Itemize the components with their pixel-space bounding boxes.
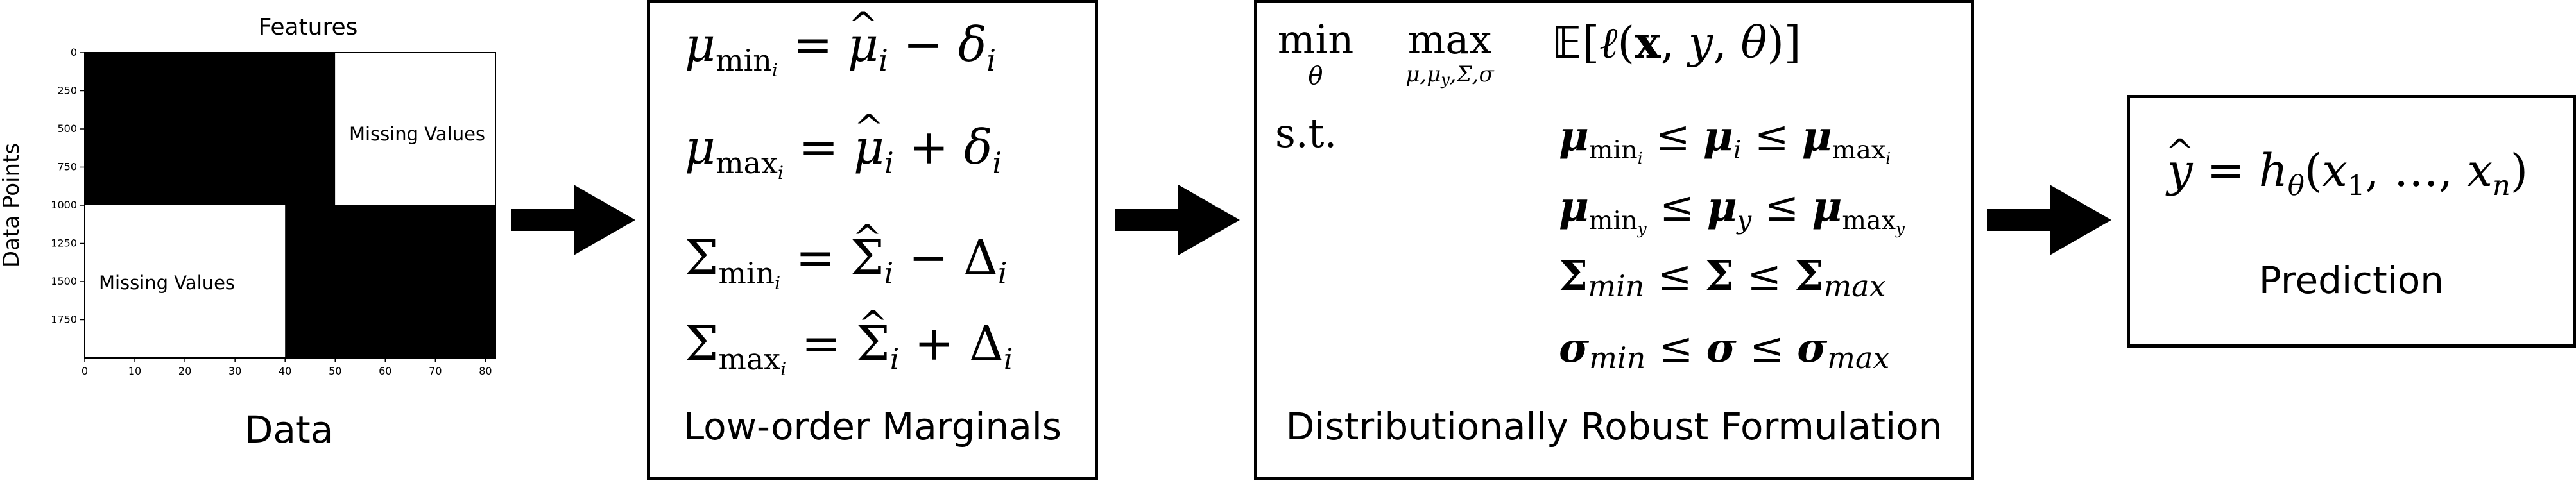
x-tick-label: 0 xyxy=(82,365,88,377)
prediction-box: y = hθ(x1, …, xn) Prediction xyxy=(2127,95,2576,348)
arrow-1 xyxy=(511,185,635,255)
heatmap-block-missing xyxy=(85,205,286,358)
data-panel: Features Data Points 0 10 20 30 40 50 60 70 80 0 2… xyxy=(0,0,513,481)
heatmap-chart: 0 10 20 30 40 50 60 70 80 0 250 500 750 1000 1250 1500 1… xyxy=(51,46,496,377)
y-tick-label: 750 xyxy=(57,161,77,173)
eq-mu-max: μmaxi = μi + δi xyxy=(685,124,1002,181)
x-tick-label: 70 xyxy=(429,365,442,377)
dro-max-operator: max μ,μy,Σ,σ xyxy=(1405,16,1494,89)
x-tick-label: 30 xyxy=(228,365,241,377)
caption-prediction: Prediction xyxy=(2258,258,2444,302)
heatmap-missing-label-bottom: Missing Values xyxy=(98,272,236,294)
caption-dro: Distributionally Robust Formulation xyxy=(1285,405,1943,448)
y-tick-label: 0 xyxy=(71,46,77,58)
caption-data: Data xyxy=(244,408,334,451)
x-tick-label: 50 xyxy=(329,365,341,377)
eq-sigma-min: Σmini = Σi − Δi xyxy=(685,234,1007,292)
dro-min-operator: min θ xyxy=(1277,16,1354,90)
heatmap-missing-label-top: Missing Values xyxy=(348,123,486,145)
heatmap-block-observed xyxy=(285,205,495,358)
y-tick-label: 1250 xyxy=(51,237,77,249)
y-tick-label: 1750 xyxy=(51,314,77,326)
arrow-2 xyxy=(1115,185,1240,255)
x-tick-label: 60 xyxy=(379,365,391,377)
y-tick-label: 1000 xyxy=(51,199,77,211)
x-tick-label: 80 xyxy=(479,365,492,377)
dro-constraint-mu-i: μmini ≤ μi ≤ μmaxi xyxy=(1559,112,1891,167)
eq-mu-min: μmini = μi − δi xyxy=(685,21,996,79)
arrow-3 xyxy=(1987,185,2111,255)
dro-constraint-sigma-cov: Σmin ≤ Σ ≤ Σmax xyxy=(1559,252,1886,304)
eq-sigma-max: Σmaxi = Σi + Δi xyxy=(685,320,1013,378)
prediction-equation: y = hθ(x1, …, xn) xyxy=(2167,148,2528,200)
dro-box: min θ max μ,μy,Σ,σ 𝔼[ℓ(x, y, θ)] s.t. μm… xyxy=(1254,0,1974,480)
x-tick-label: 40 xyxy=(279,365,291,377)
y-tick-label: 250 xyxy=(57,85,77,97)
dro-constraint-sigma-std: σmin ≤ σ ≤ σmax xyxy=(1559,324,1890,376)
dro-objective: 𝔼[ℓ(x, y, θ)] xyxy=(1552,17,1801,69)
x-tick-label: 20 xyxy=(178,365,191,377)
x-tick-label: 10 xyxy=(128,365,141,377)
heatmap-block-observed xyxy=(85,53,336,205)
heatmap-title: Features xyxy=(258,14,358,40)
heatmap-block-missing xyxy=(335,53,495,205)
y-tick-label: 500 xyxy=(57,122,77,135)
y-tick-label: 1500 xyxy=(51,275,77,287)
caption-marginals: Low-order Marginals xyxy=(683,405,1062,448)
dro-constraint-mu-y: μminy ≤ μy ≤ μmaxy xyxy=(1559,183,1905,238)
marginals-box: μmini = μi − δi μmaxi = μi + δi Σmini = … xyxy=(647,0,1098,480)
dro-subject-to: s.t. xyxy=(1275,110,1337,156)
